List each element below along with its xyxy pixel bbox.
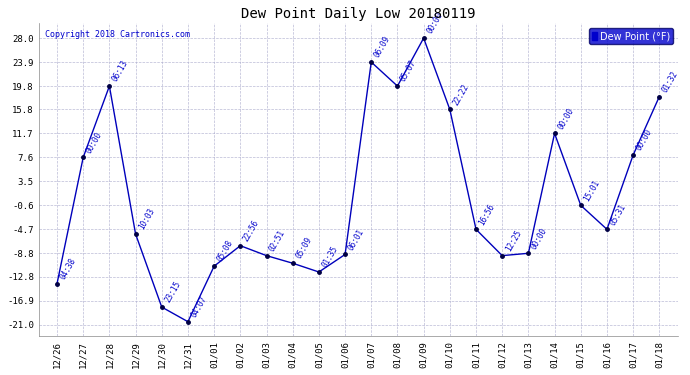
Text: 00:00: 00:00 [556,106,575,130]
Text: 05:09: 05:09 [294,236,313,261]
Text: 06:13: 06:13 [111,59,130,83]
Text: 04:38: 04:38 [59,256,78,281]
Text: Copyright 2018 Cartronics.com: Copyright 2018 Cartronics.com [45,30,190,39]
Legend: Dew Point (°F): Dew Point (°F) [589,28,673,44]
Text: 04:07: 04:07 [189,294,208,319]
Text: 01:32: 01:32 [661,69,680,94]
Text: 22:56: 22:56 [241,218,261,243]
Text: 05:07: 05:07 [399,59,418,83]
Text: 06:01: 06:01 [346,227,366,252]
Title: Dew Point Daily Low 20180119: Dew Point Daily Low 20180119 [241,7,475,21]
Text: 00:00: 00:00 [635,128,654,152]
Text: 22:22: 22:22 [451,82,471,106]
Text: 00:00: 00:00 [85,130,104,154]
Text: 10:03: 10:03 [137,207,157,231]
Text: 05:31: 05:31 [609,202,628,226]
Text: 12:25: 12:25 [504,228,523,253]
Text: 00:00: 00:00 [425,11,444,35]
Text: 01:35: 01:35 [320,245,339,269]
Text: 02:51: 02:51 [268,228,287,253]
Text: 06:09: 06:09 [373,35,392,59]
Text: 16:56: 16:56 [477,202,497,226]
Text: 23:15: 23:15 [163,280,183,304]
Text: 00:00: 00:00 [530,226,549,251]
Text: 15:01: 15:01 [582,178,602,203]
Text: 05:08: 05:08 [215,239,235,263]
